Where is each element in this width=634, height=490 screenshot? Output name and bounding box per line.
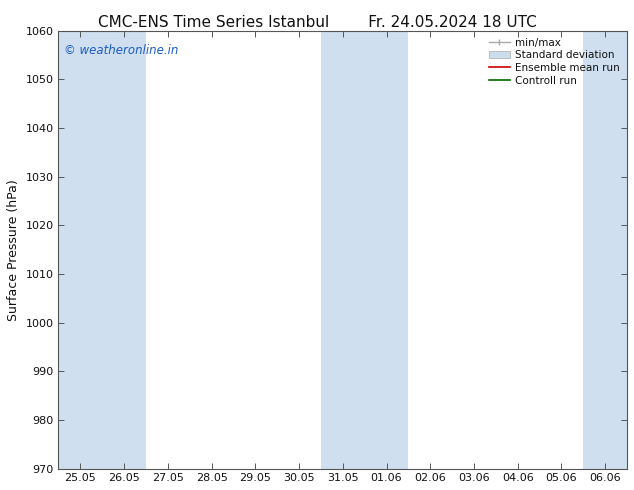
Legend: min/max, Standard deviation, Ensemble mean run, Controll run: min/max, Standard deviation, Ensemble me… (487, 36, 622, 88)
Bar (58, 30, 102, 469)
Bar (365, 30, 408, 469)
Bar (321, 30, 365, 469)
Bar (102, 30, 146, 469)
Y-axis label: Surface Pressure (hPa): Surface Pressure (hPa) (7, 179, 20, 320)
Text: © weatheronline.in: © weatheronline.in (64, 44, 179, 57)
Text: CMC-ENS Time Series Istanbul        Fr. 24.05.2024 18 UTC: CMC-ENS Time Series Istanbul Fr. 24.05.2… (98, 15, 536, 30)
Bar (583, 30, 627, 469)
